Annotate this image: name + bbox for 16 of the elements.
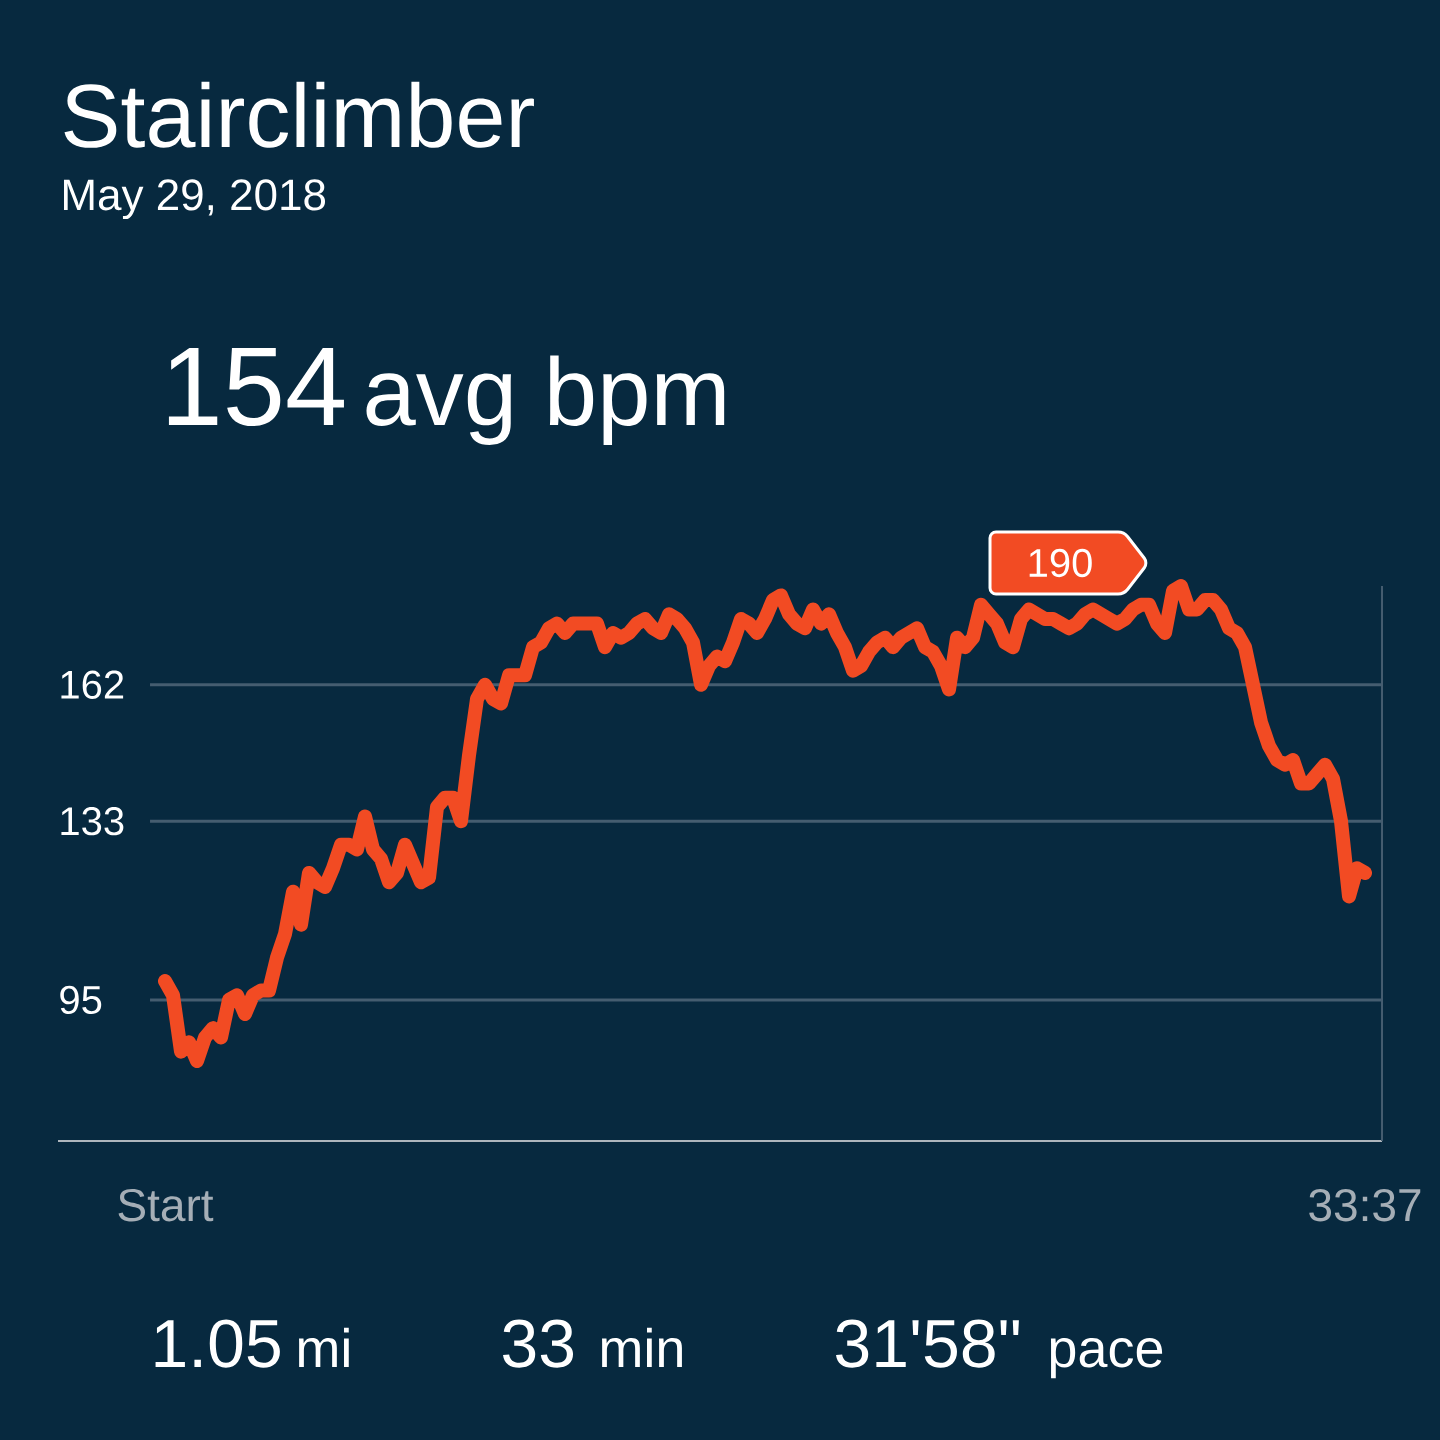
text: mi bbox=[298, 1327, 349, 1367]
text: avg bpm bbox=[366, 355, 725, 445]
chart-subtitle: May 29, 2018 bbox=[64, 179, 326, 220]
text: 33 bbox=[503, 1319, 574, 1368]
text: 190 bbox=[1029, 548, 1092, 578]
text: 1.05 bbox=[155, 1319, 280, 1368]
text: 154 bbox=[168, 347, 344, 427]
y-tick-label: 95 bbox=[60, 985, 102, 1015]
y-tick-label: 162 bbox=[61, 670, 124, 699]
y-tick-label: 133 bbox=[61, 807, 124, 836]
x-tick-label: Start bbox=[118, 1188, 214, 1222]
chart-title: Stairclimber bbox=[64, 81, 534, 148]
text: pace bbox=[1050, 1337, 1163, 1379]
text: min bbox=[601, 1327, 682, 1367]
text: 31'58" bbox=[836, 1319, 1019, 1368]
x-tick-label: 33:37 bbox=[1309, 1188, 1421, 1222]
